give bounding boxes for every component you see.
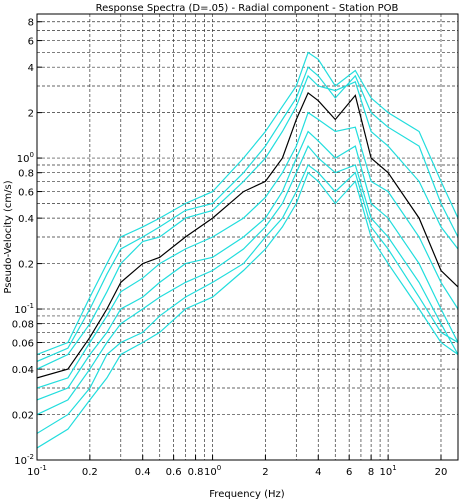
plot-frame bbox=[36, 13, 459, 461]
tick-label: 10-2 bbox=[14, 453, 34, 467]
tick-label: 6 bbox=[28, 37, 34, 48]
tick-label: 8 bbox=[28, 18, 34, 29]
tick-label: 0.06 bbox=[12, 339, 34, 350]
tick-label-base: 10 bbox=[204, 467, 217, 478]
tick-label: 6 bbox=[346, 467, 352, 478]
series-line bbox=[37, 171, 458, 449]
y-axis-label: Pseudo-Velocity (cm/s) bbox=[3, 180, 14, 293]
tick-label-base: 10 bbox=[17, 154, 30, 165]
tick-label-base: 10 bbox=[14, 456, 27, 467]
series-line bbox=[37, 111, 458, 389]
tick-label: 0.2 bbox=[82, 467, 98, 478]
tick-label-exp: -2 bbox=[27, 453, 34, 461]
chart-title: Response Spectra (D=.05) - Radial compon… bbox=[96, 3, 399, 14]
tick-label: 10-1 bbox=[27, 464, 47, 478]
tick-label: 0.6 bbox=[18, 188, 34, 199]
tick-label: 20 bbox=[435, 467, 448, 478]
tick-label-base: 10 bbox=[27, 467, 40, 478]
x-axis-label: Frequency (Hz) bbox=[209, 489, 285, 500]
series-line bbox=[37, 144, 458, 416]
series-line bbox=[37, 66, 458, 362]
tick-label-exp: 1 bbox=[392, 464, 396, 472]
tick-label: 0.2 bbox=[18, 260, 34, 271]
tick-label: 0.08 bbox=[12, 320, 34, 331]
series-line bbox=[37, 51, 458, 356]
tick-label-base: 10 bbox=[380, 467, 393, 478]
series-line bbox=[37, 164, 458, 434]
tick-label: 0.6 bbox=[166, 467, 182, 478]
tick-label: 0.04 bbox=[12, 365, 34, 376]
series-line bbox=[37, 130, 458, 401]
tick-label: 0.4 bbox=[135, 467, 151, 478]
tick-label: 101 bbox=[380, 464, 397, 478]
tick-label: 0.8 bbox=[188, 467, 204, 478]
tick-label-exp: 0 bbox=[217, 464, 221, 472]
tick-label: 0.8 bbox=[18, 169, 34, 180]
tick-label: 8 bbox=[368, 467, 374, 478]
tick-label: 4 bbox=[315, 467, 321, 478]
tick-label-exp: -1 bbox=[40, 464, 47, 472]
tick-label: 4 bbox=[28, 63, 34, 74]
series-line bbox=[37, 91, 458, 379]
tick-label-exp: -1 bbox=[27, 302, 34, 310]
tick-label: 100 bbox=[204, 464, 221, 478]
tick-label-base: 10 bbox=[14, 305, 27, 316]
tick-label: 2 bbox=[28, 109, 34, 120]
tick-label: 2 bbox=[262, 467, 268, 478]
tick-label: 0.4 bbox=[18, 214, 34, 225]
tick-label: 0.02 bbox=[12, 411, 34, 422]
tick-label-exp: 0 bbox=[30, 151, 34, 159]
tick-label: 10-1 bbox=[14, 302, 34, 316]
tick-label: 100 bbox=[17, 151, 34, 165]
series-line bbox=[37, 74, 458, 370]
